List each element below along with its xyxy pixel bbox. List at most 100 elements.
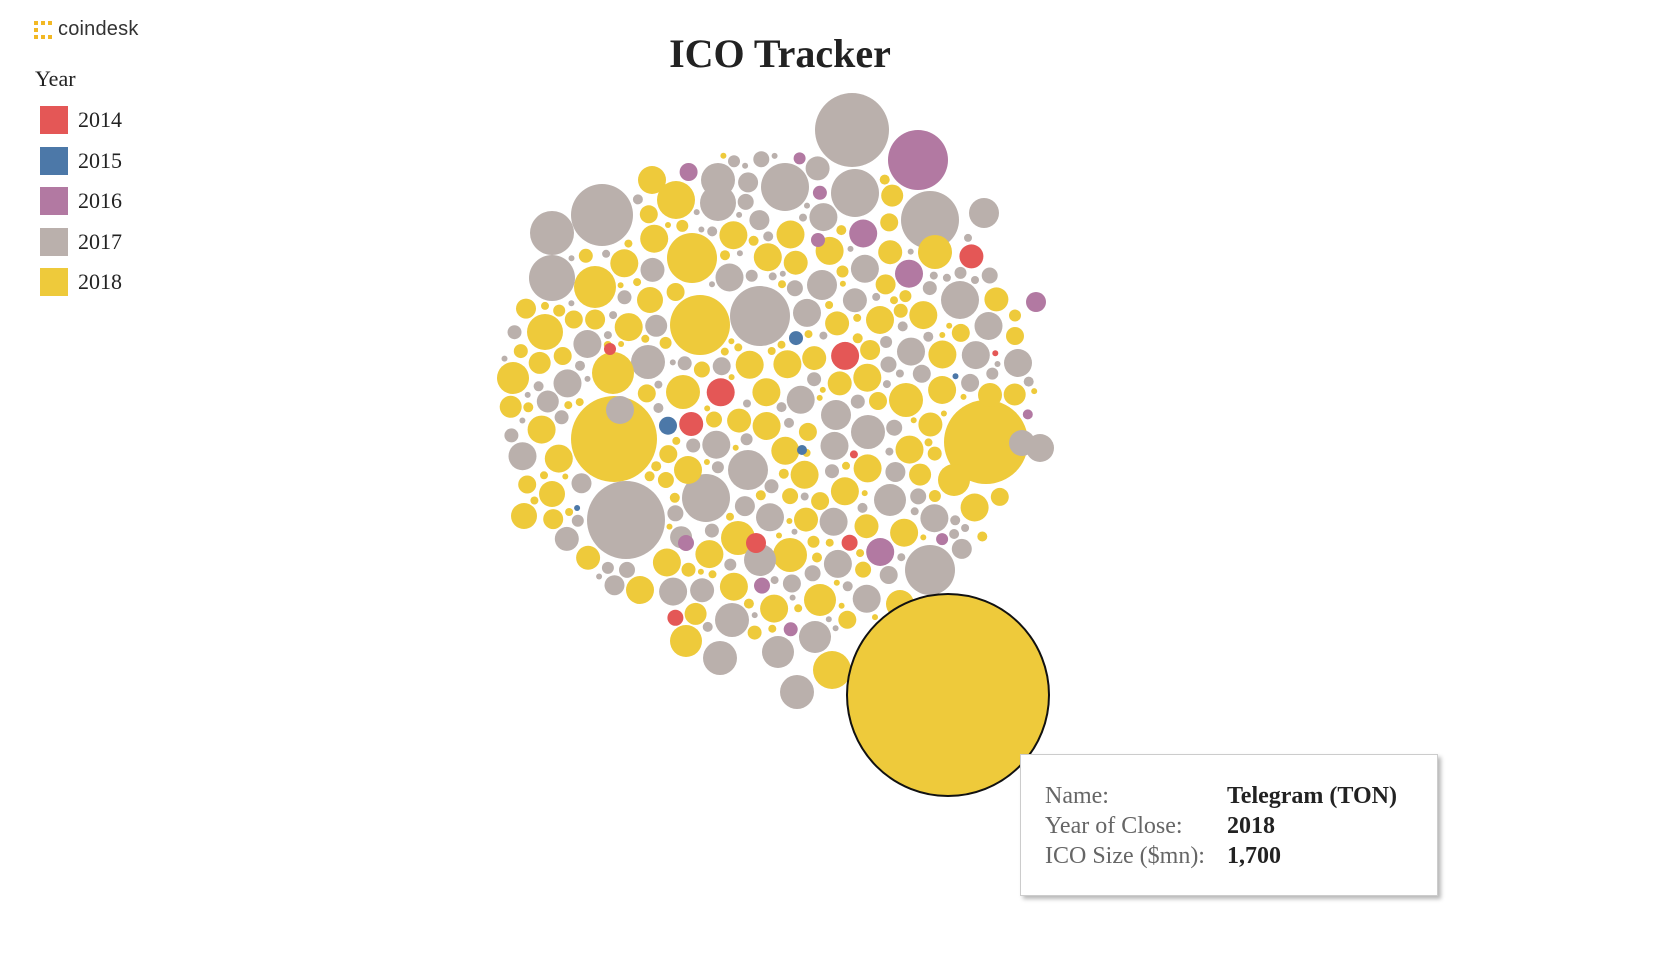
bubble-2016[interactable] bbox=[754, 577, 770, 594]
bubble-2018[interactable] bbox=[825, 311, 850, 336]
bubble-2017[interactable] bbox=[524, 391, 531, 398]
bubble-2017[interactable] bbox=[601, 561, 614, 574]
bubble-2018[interactable] bbox=[890, 296, 898, 305]
bubble-2017[interactable] bbox=[799, 621, 831, 653]
bubble-2018[interactable] bbox=[861, 490, 868, 497]
bubble-2018[interactable] bbox=[564, 310, 583, 329]
bubble-2017[interactable] bbox=[912, 364, 931, 383]
bubble-2018[interactable] bbox=[946, 322, 953, 329]
bubble-2018[interactable] bbox=[773, 350, 802, 379]
bubble-2018[interactable] bbox=[798, 422, 817, 441]
bubble-2018[interactable] bbox=[866, 306, 894, 334]
bubble-2017[interactable] bbox=[831, 169, 879, 217]
bubble-2018[interactable] bbox=[1009, 309, 1021, 322]
bubble-2017[interactable] bbox=[880, 356, 897, 373]
bubble-2018[interactable] bbox=[637, 384, 656, 403]
bubble-2018[interactable] bbox=[860, 340, 881, 360]
bubble-2017[interactable] bbox=[736, 250, 743, 257]
bubble-2017[interactable] bbox=[809, 203, 838, 232]
bubble-2018[interactable] bbox=[816, 394, 823, 401]
bubble-2017[interactable] bbox=[895, 369, 904, 378]
bubble-2018[interactable] bbox=[881, 184, 904, 207]
bubble-2017[interactable] bbox=[736, 211, 743, 218]
bubble-2017[interactable] bbox=[804, 565, 821, 582]
bubble-2018[interactable] bbox=[544, 444, 573, 473]
bubble-2018[interactable] bbox=[773, 538, 807, 572]
bubble-2017[interactable] bbox=[738, 172, 759, 193]
bubble-2014[interactable] bbox=[746, 533, 766, 553]
legend-item-2015[interactable]: 2015 bbox=[35, 141, 122, 182]
bubble-2018[interactable] bbox=[960, 393, 967, 400]
bubble-2018[interactable] bbox=[978, 383, 1002, 407]
bubble-2018[interactable] bbox=[665, 222, 671, 228]
bubble-2017[interactable] bbox=[969, 198, 999, 228]
bubble-2017[interactable] bbox=[709, 281, 715, 288]
bubble-2018[interactable] bbox=[853, 313, 862, 322]
bubble-2017[interactable] bbox=[771, 152, 778, 159]
bubble-2018[interactable] bbox=[666, 523, 673, 530]
bubble-2017[interactable] bbox=[786, 280, 803, 297]
bubble-2018[interactable] bbox=[853, 454, 882, 483]
bubble-2018[interactable] bbox=[833, 579, 840, 586]
bubble-2017[interactable] bbox=[786, 385, 815, 414]
bubble-2018[interactable] bbox=[728, 338, 735, 345]
bubble-2018[interactable] bbox=[574, 266, 616, 308]
bubble-2018[interactable] bbox=[836, 265, 849, 278]
bubble-2018[interactable] bbox=[592, 352, 634, 394]
bubble-2014[interactable] bbox=[849, 450, 858, 459]
bubble-2018[interactable] bbox=[990, 487, 1009, 506]
bubble-2016[interactable] bbox=[793, 152, 806, 165]
bubble-2018[interactable] bbox=[553, 304, 566, 317]
bubble-2018[interactable] bbox=[513, 344, 528, 359]
bubble-2017[interactable] bbox=[961, 341, 990, 370]
bubble-2018[interactable] bbox=[813, 651, 851, 689]
bubble-2017[interactable] bbox=[901, 191, 959, 249]
bubble-2017[interactable] bbox=[690, 578, 715, 603]
bubble-2015[interactable] bbox=[797, 445, 807, 455]
bubble-2017[interactable] bbox=[819, 331, 828, 340]
bubble-2017[interactable] bbox=[764, 479, 779, 494]
bubble-2018[interactable] bbox=[585, 309, 606, 330]
bubble-2018[interactable] bbox=[855, 561, 872, 578]
bubble-2018[interactable] bbox=[564, 401, 573, 410]
bubble-2018[interactable] bbox=[977, 531, 988, 542]
bubble-2017[interactable] bbox=[929, 271, 938, 280]
bubble-2018[interactable] bbox=[726, 512, 734, 521]
bubble-2018[interactable] bbox=[836, 225, 847, 236]
bubble-2017[interactable] bbox=[761, 163, 809, 211]
bubble-2017[interactable] bbox=[805, 156, 830, 181]
bubble-2018[interactable] bbox=[889, 383, 923, 417]
bubble-2017[interactable] bbox=[763, 231, 774, 242]
bubble-2017[interactable] bbox=[807, 372, 822, 387]
bubble-2017[interactable] bbox=[770, 576, 779, 585]
bubble-2018[interactable] bbox=[703, 459, 710, 465]
bubble-2014[interactable] bbox=[959, 244, 984, 269]
coindesk-logo[interactable]: coindesk bbox=[34, 18, 139, 41]
bubble-2017[interactable] bbox=[654, 380, 663, 389]
bubble-2017[interactable] bbox=[749, 210, 770, 231]
bubble-2018[interactable] bbox=[875, 274, 896, 295]
bubble-2017[interactable] bbox=[897, 553, 906, 562]
bubble-2018[interactable] bbox=[825, 301, 834, 309]
bubble-2017[interactable] bbox=[800, 492, 809, 501]
bubble-2017[interactable] bbox=[793, 298, 821, 327]
bubble-2017[interactable] bbox=[994, 361, 1001, 367]
bubble-2017[interactable] bbox=[734, 496, 755, 517]
bubble-2017[interactable] bbox=[819, 507, 848, 536]
bubble-2018[interactable] bbox=[755, 490, 766, 501]
bubble-2017[interactable] bbox=[847, 245, 854, 252]
bubble-2018[interactable] bbox=[614, 313, 643, 342]
bubble-2017[interactable] bbox=[942, 273, 951, 282]
bubble-2017[interactable] bbox=[728, 450, 768, 490]
bubble-2017[interactable] bbox=[571, 514, 584, 527]
bubble-2017[interactable] bbox=[507, 325, 522, 340]
bubble-2018[interactable] bbox=[804, 584, 836, 616]
bubble-2017[interactable] bbox=[949, 529, 960, 539]
bubble-2018[interactable] bbox=[697, 568, 704, 575]
bubble-2018[interactable] bbox=[918, 235, 952, 269]
bubble-2017[interactable] bbox=[825, 616, 832, 623]
bubble-2018[interactable] bbox=[659, 445, 678, 464]
bubble-2018[interactable] bbox=[578, 248, 593, 263]
legend-item-2014[interactable]: 2014 bbox=[35, 100, 122, 141]
bubble-2018[interactable] bbox=[734, 343, 743, 352]
